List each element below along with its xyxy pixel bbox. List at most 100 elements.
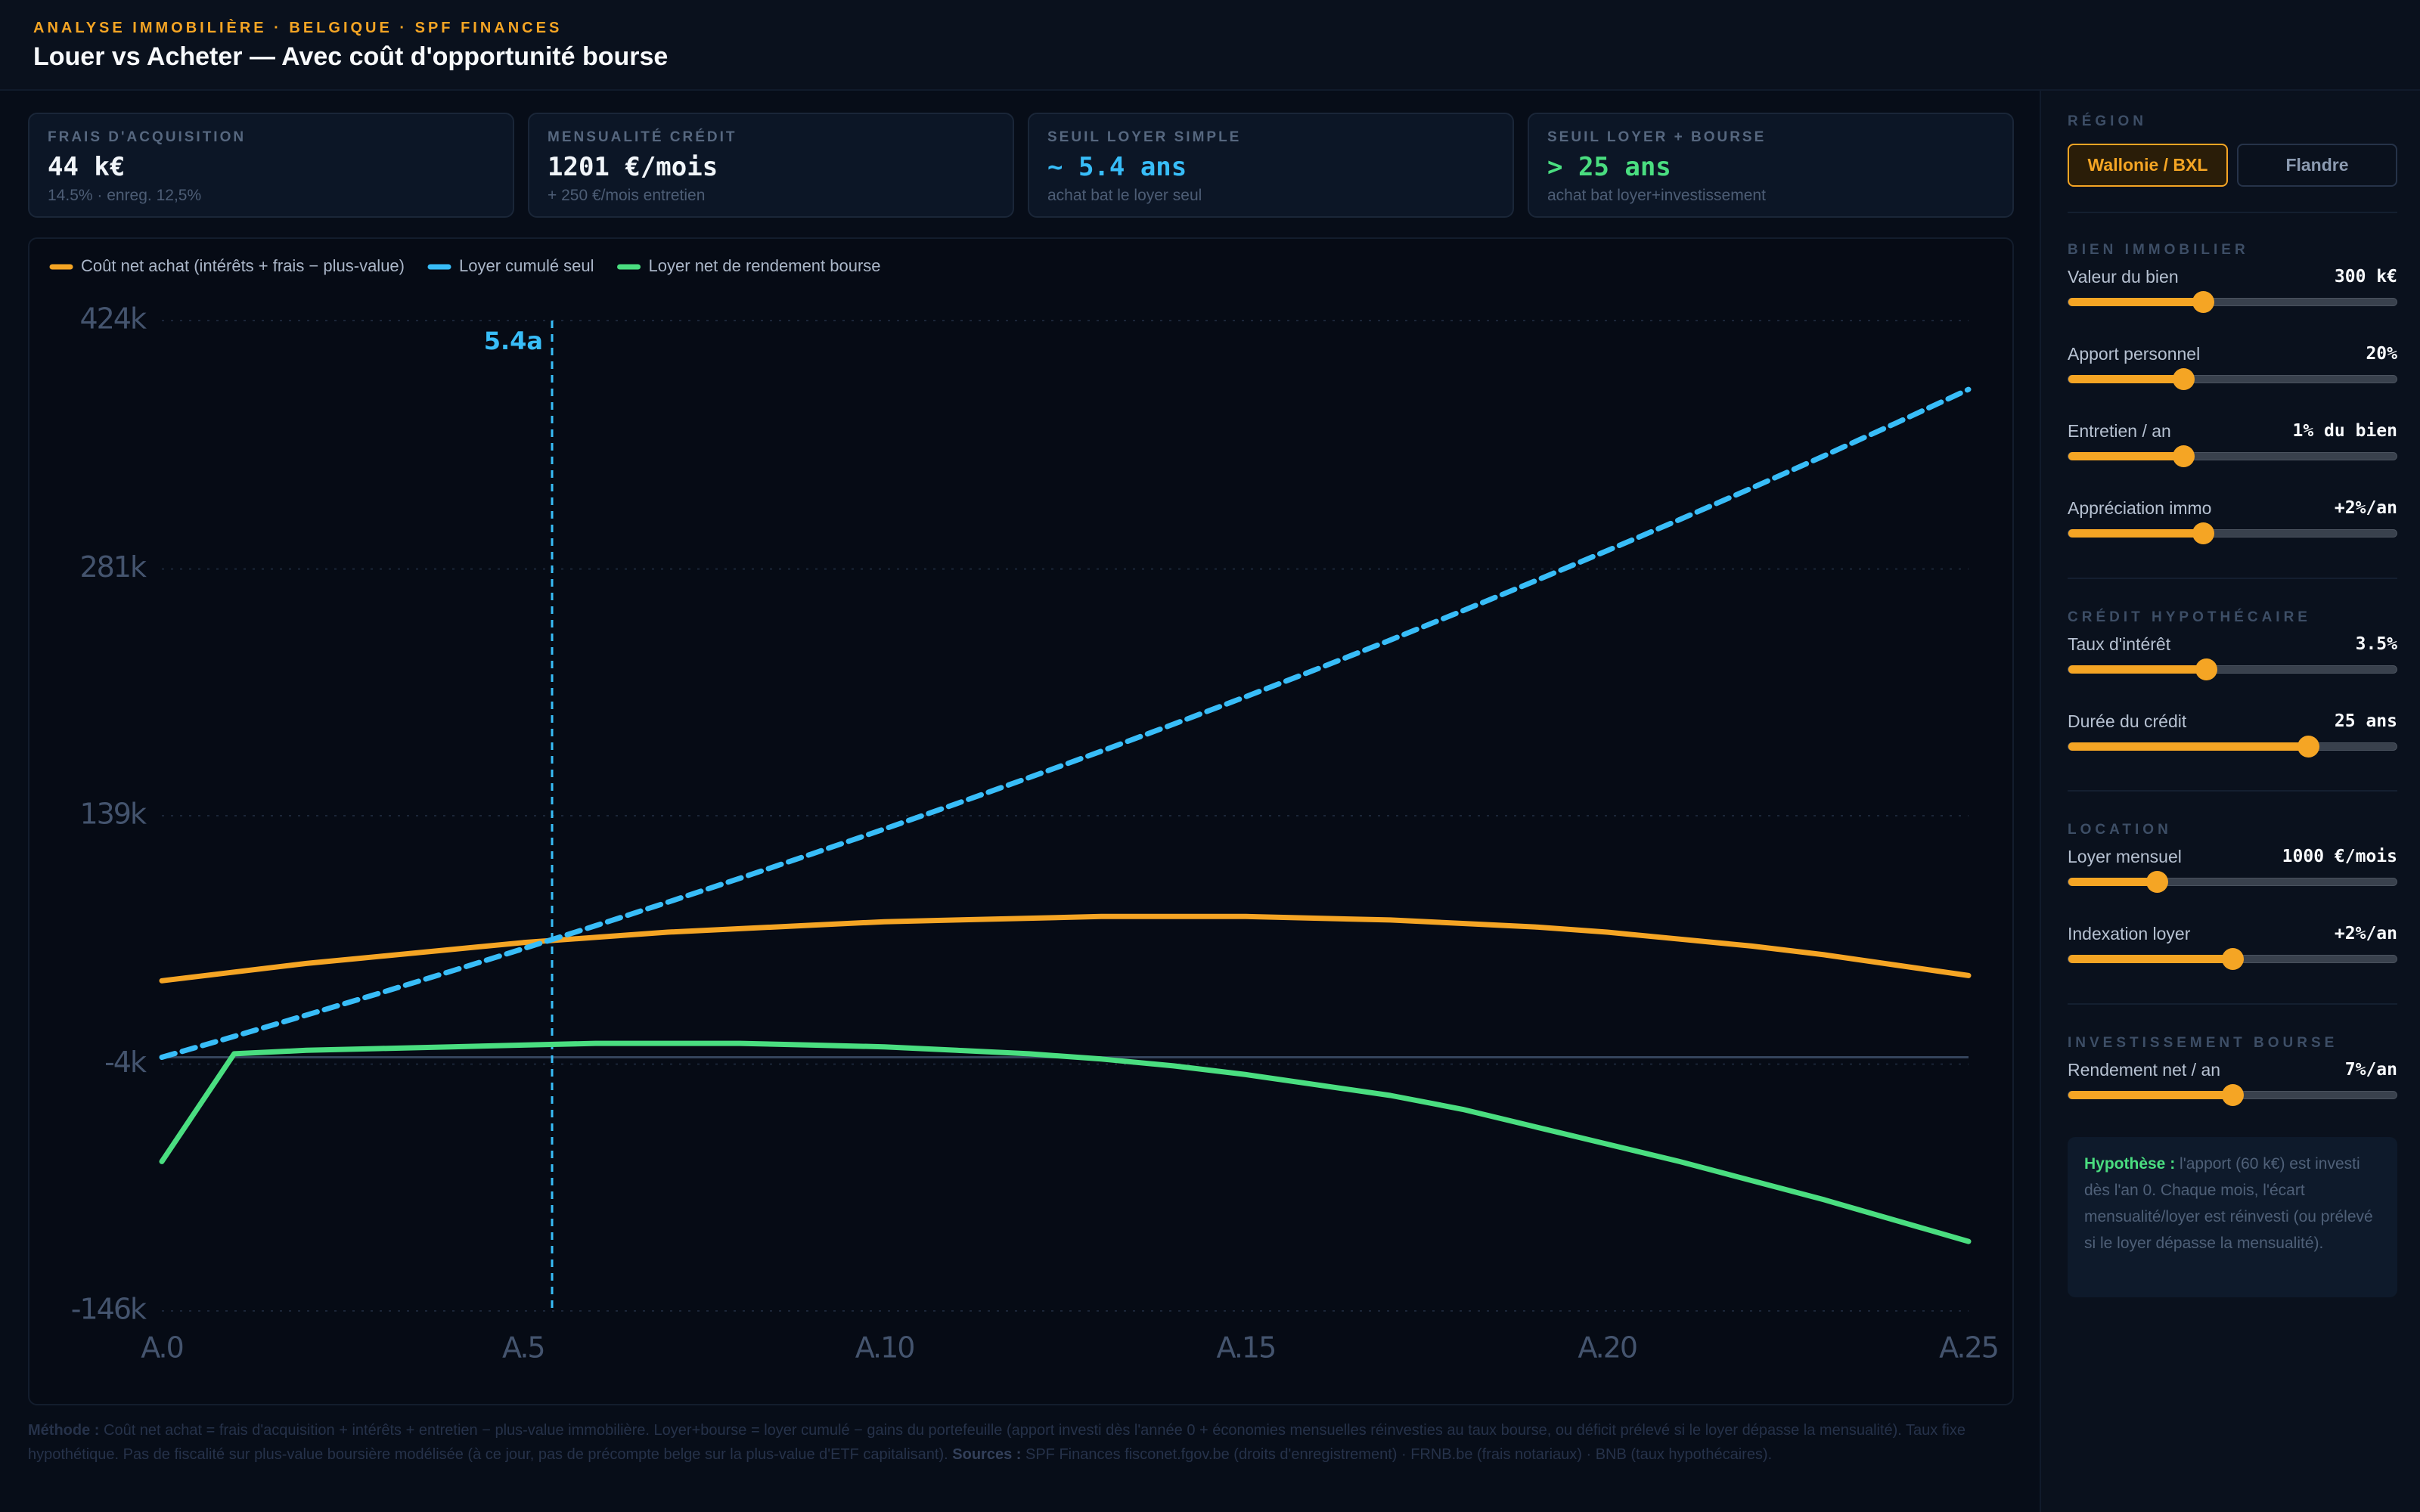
- slider-fill: [2068, 955, 2232, 963]
- kpi-label: SEUIL LOYER SIMPLE: [1047, 129, 1242, 145]
- kpi-value: 1201 €/mois: [548, 152, 718, 182]
- region-button[interactable]: Flandre: [2237, 144, 2397, 187]
- slider-track: [2068, 522, 2397, 544]
- slider-label: Entretien / an: [2068, 421, 2171, 441]
- series-line: [159, 386, 1972, 1060]
- y-tick-label: 139k: [79, 798, 147, 831]
- chart: 424k 281k 139k -4k -146k A.0 A.5 A.10 A.15 A.20 A.…: [49, 256, 2000, 1365]
- kpi-card: SEUIL LOYER + BOURSE > 25 ans achat bat lo…: [1528, 113, 2014, 218]
- slider-value: 7%/an: [2344, 1060, 2397, 1080]
- kpi-note: achat bat loyer+investissement: [1547, 187, 1766, 204]
- kpi-card: MENSUALITÉ CRÉDIT 1201 €/mois + 250 €/mois…: [528, 113, 1014, 218]
- divider: [2068, 212, 2397, 213]
- slider-fill: [2068, 665, 2207, 674]
- slider-label: Appréciation immo: [2068, 498, 2212, 518]
- divider: [2068, 1003, 2397, 1005]
- divider: [2068, 790, 2397, 792]
- slider-value: 25 ans: [2334, 711, 2397, 731]
- method-lead: Méthode :: [28, 1422, 100, 1439]
- slider-track: [2068, 736, 2397, 758]
- slider-track: [2068, 445, 2397, 467]
- x-tick-label: A.0: [141, 1331, 183, 1365]
- hypothesis-text: l'apport (60 k€) est investi dès l'an 0.…: [2084, 1155, 2373, 1252]
- y-tick-label: -146k: [71, 1293, 147, 1326]
- slider-track: [2068, 1084, 2397, 1106]
- threshold-label: 5.4a: [484, 327, 543, 355]
- slider-knob[interactable]: [2297, 736, 2319, 758]
- slider-label: Indexation loyer: [2068, 924, 2191, 943]
- sources-text: SPF Finances fisconet.fgov.be (droits d'…: [1025, 1446, 1773, 1463]
- legend-label: Loyer cumulé seul: [459, 256, 594, 275]
- sidebar: RÉGION Wallonie / BXL Flandre BIEN IMMOBILI…: [2040, 91, 2420, 1512]
- divider: [2068, 578, 2397, 579]
- slider-label: Taux d'intérêt: [2068, 634, 2171, 654]
- y-tick-label: 281k: [79, 550, 147, 584]
- slider-label: Apport personnel: [2068, 344, 2201, 364]
- slider-knob[interactable]: [2172, 445, 2195, 467]
- slider-value: 3.5%: [2355, 634, 2397, 654]
- kpi-note: + 250 €/mois entretien: [548, 187, 706, 204]
- slider-value: 300 k€: [2334, 267, 2397, 287]
- slider-value: +2%/an: [2334, 924, 2397, 943]
- slider-label: Valeur du bien: [2068, 267, 2179, 287]
- series-line: [159, 913, 1972, 984]
- kpi-label: FRAIS D'ACQUISITION: [48, 129, 247, 145]
- slider-fill: [2068, 742, 2308, 751]
- method-text: Coût net achat = frais d'acquisition + i…: [28, 1422, 1965, 1463]
- y-tick-label: -4k: [104, 1046, 147, 1079]
- slider-value: 20%: [2366, 344, 2397, 364]
- hypothesis-box: Hypothèse : l'apport (60 k€) est investi…: [2068, 1137, 2397, 1297]
- x-tick-label: A.20: [1578, 1331, 1637, 1365]
- x-tick-label: A.15: [1217, 1331, 1276, 1365]
- section-title: CRÉDIT HYPOTHÉCAIRE: [2068, 609, 2311, 625]
- slider-label: Durée du crédit: [2068, 711, 2187, 731]
- slider-fill: [2068, 529, 2203, 538]
- slider-knob[interactable]: [2192, 291, 2214, 313]
- slider-value: 1% du bien: [2292, 421, 2397, 441]
- slider-knob[interactable]: [2195, 658, 2218, 680]
- slider-knob[interactable]: [2192, 522, 2214, 544]
- series-line: [159, 1040, 1972, 1244]
- kpi-label: SEUIL LOYER + BOURSE: [1547, 129, 1767, 145]
- slider-fill: [2068, 878, 2158, 886]
- hypothesis-lead: Hypothèse :: [2084, 1155, 2176, 1173]
- region-button[interactable]: Wallonie / BXL: [2068, 144, 2228, 187]
- slider-track: [2068, 291, 2397, 313]
- x-tick-label: A.25: [1939, 1331, 1998, 1365]
- kpi-note: achat bat le loyer seul: [1047, 187, 1202, 204]
- slider-fill: [2068, 1091, 2232, 1099]
- slider-fill: [2068, 298, 2203, 306]
- kpi-card: FRAIS D'ACQUISITION 44 k€ 14.5% · enreg. 1…: [28, 113, 514, 218]
- header: ANALYSE IMMOBILIÈRE · BELGIQUE · SPF FIN…: [0, 0, 2420, 91]
- slider-track: [2068, 658, 2397, 680]
- section-title: RÉGION: [2068, 113, 2147, 129]
- slider-track: [2068, 948, 2397, 970]
- y-tick-label: 424k: [79, 302, 147, 336]
- section-title: BIEN IMMOBILIER: [2068, 242, 2249, 258]
- kpi-value: > 25 ans: [1547, 152, 1671, 182]
- sources-lead: Sources :: [952, 1446, 1022, 1463]
- slider-knob[interactable]: [2172, 368, 2195, 390]
- slider-knob[interactable]: [2146, 871, 2169, 893]
- x-tick-label: A.10: [855, 1331, 914, 1365]
- eyebrow: ANALYSE IMMOBILIÈRE · BELGIQUE · SPF FIN…: [33, 20, 563, 36]
- slider-label: Rendement net / an: [2068, 1060, 2221, 1080]
- slider-track: [2068, 871, 2397, 893]
- kpi-value: 44 k€: [48, 152, 126, 182]
- slider-knob[interactable]: [2222, 1084, 2244, 1106]
- footer: Méthode : Coût net achat = frais d'acqui…: [28, 1418, 2014, 1467]
- slider-value: +2%/an: [2334, 498, 2397, 518]
- kpi-value: ~ 5.4 ans: [1047, 152, 1187, 182]
- section-title: LOCATION: [2068, 822, 2172, 838]
- kpi-card: SEUIL LOYER SIMPLE ~ 5.4 ans achat bat le …: [1028, 113, 1514, 218]
- x-tick-label: A.5: [502, 1331, 544, 1365]
- slider-fill: [2068, 375, 2183, 383]
- slider-knob[interactable]: [2222, 948, 2244, 970]
- slider-value: 1000 €/mois: [2282, 847, 2397, 866]
- slider-fill: [2068, 452, 2183, 460]
- slider-track: [2068, 368, 2397, 390]
- chart-panel: 424k 281k 139k -4k -146k A.0 A.5 A.10 A.15 A.20 A.…: [28, 237, 2014, 1405]
- kpi-note: 14.5% · enreg. 12,5%: [48, 187, 202, 204]
- page-title: Louer vs Acheter — Avec coût d'opportuni…: [33, 42, 669, 71]
